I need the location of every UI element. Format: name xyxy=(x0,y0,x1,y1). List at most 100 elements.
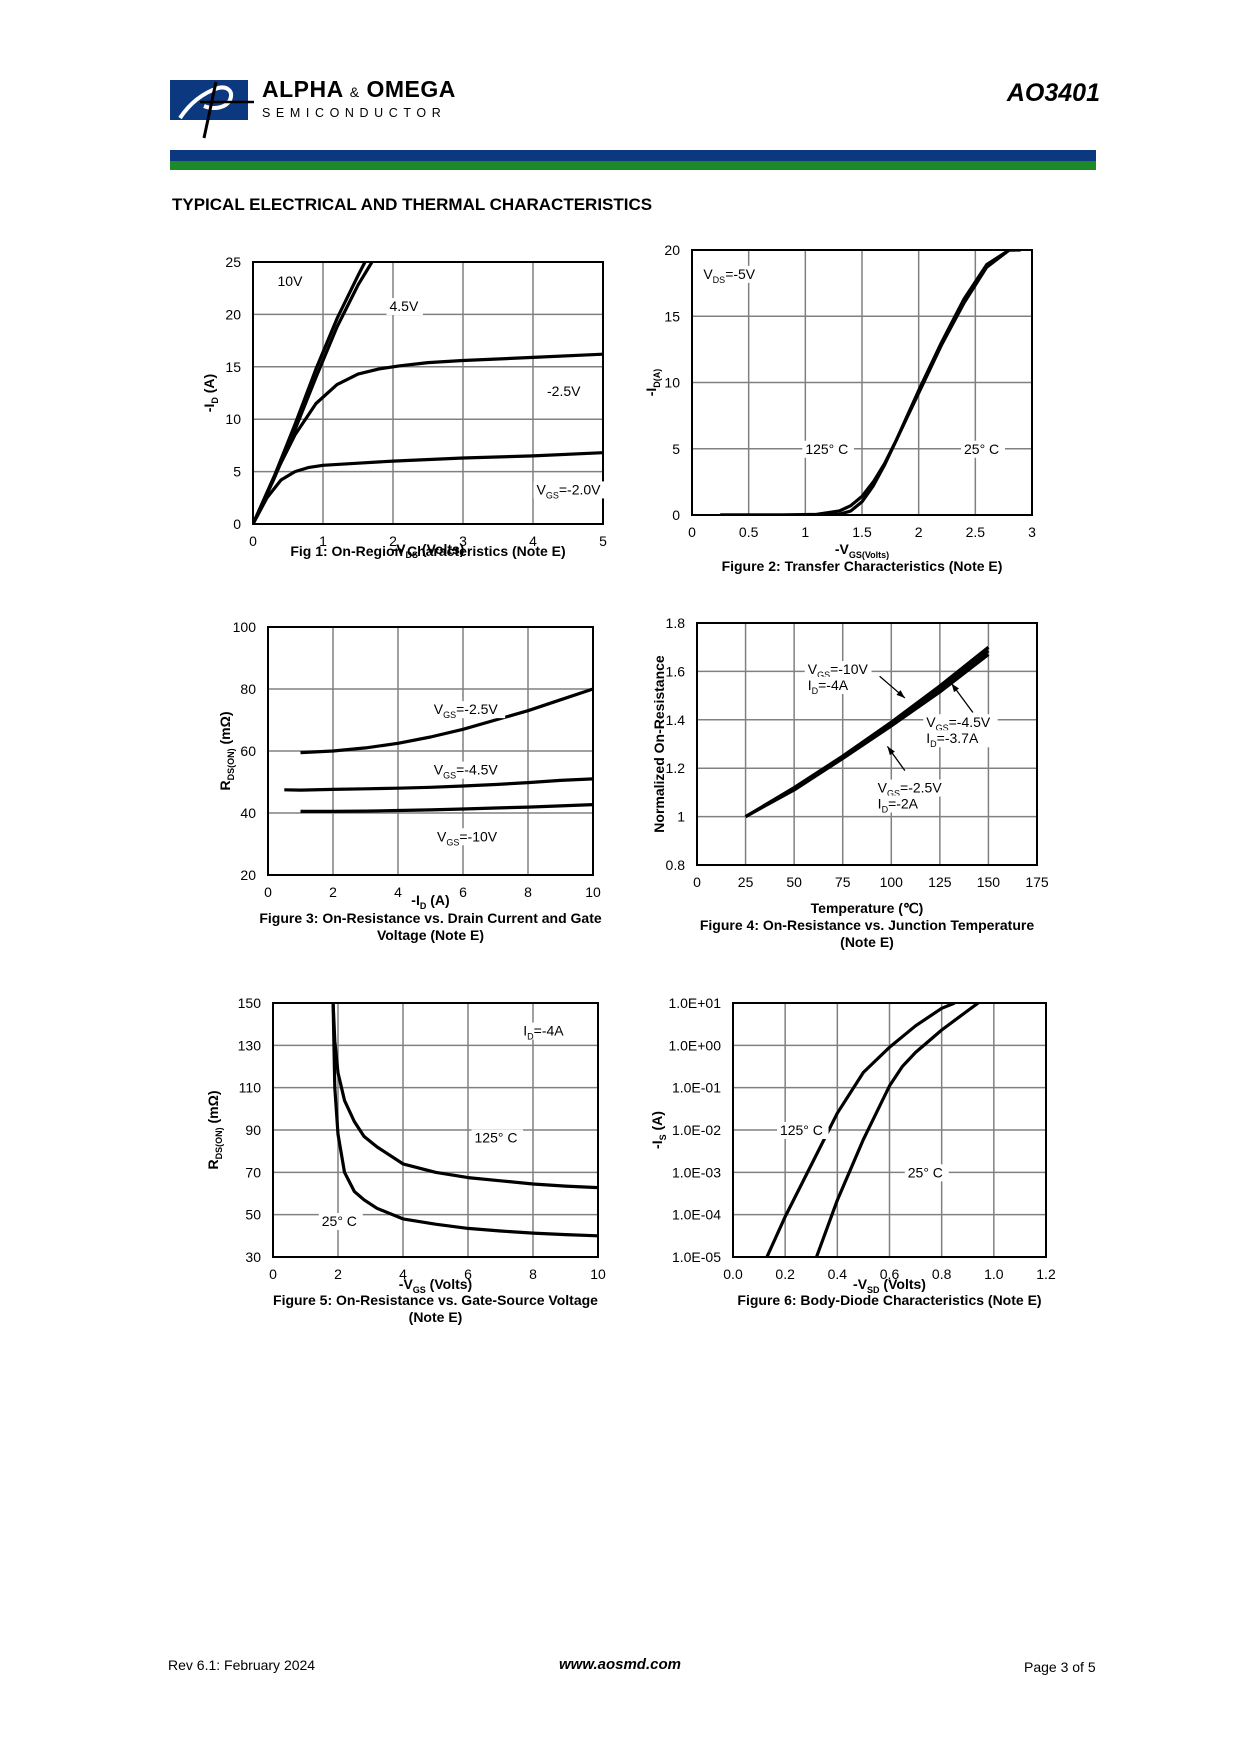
y-tick-label: 1.0E-03 xyxy=(672,1164,721,1180)
x-tick-label: 0.2 xyxy=(775,1266,795,1282)
x-tick-label: 2 xyxy=(389,533,397,549)
x-tick-label: 175 xyxy=(1025,874,1049,890)
brand-subtitle: SEMICONDUCTOR xyxy=(262,106,447,120)
label-background xyxy=(804,676,857,694)
y-tick-label: 0 xyxy=(672,507,680,523)
footer-revision: Rev 6.1: February 2024 xyxy=(168,1657,316,1673)
label-background xyxy=(802,440,854,458)
y-axis-label: -IS (A) xyxy=(649,1111,668,1149)
series-label: VGS=-2.0V xyxy=(537,481,602,500)
y-axis-label: Normalized On-Resistance xyxy=(651,655,667,833)
y-tick-label: 10 xyxy=(225,411,241,427)
y-tick-label: 80 xyxy=(240,681,256,697)
y-tick-label: 1.2 xyxy=(666,760,686,776)
arrow-head xyxy=(896,690,905,699)
footer-website-link[interactable]: www.aosmd.com xyxy=(559,1656,681,1673)
series-label: VDS=-5V xyxy=(703,266,755,285)
label-background xyxy=(874,779,950,797)
label-background xyxy=(386,298,423,316)
plot-frame xyxy=(272,1002,599,1258)
plot-frame xyxy=(691,249,1033,516)
figure-caption: (Note E) xyxy=(409,1309,463,1325)
plot-frame xyxy=(696,622,1038,866)
series-label: VGS=-4.5V xyxy=(434,762,499,781)
y-tick-label: 5 xyxy=(233,464,241,480)
figure-caption: (Note E) xyxy=(840,934,894,950)
series-label: 125° C xyxy=(475,1129,518,1145)
series-line xyxy=(284,777,593,792)
y-tick-label: 5 xyxy=(672,441,680,457)
series-line xyxy=(253,352,603,524)
y-tick-label: 0.8 xyxy=(666,857,686,873)
x-tick-label: 125 xyxy=(928,874,952,890)
label-background xyxy=(274,272,304,290)
x-tick-label: 150 xyxy=(977,874,1001,890)
y-tick-label: 1.0E-02 xyxy=(672,1122,721,1138)
x-tick-label: 2 xyxy=(334,1266,342,1282)
y-tick-label: 1.8 xyxy=(666,615,686,631)
header-band-blue xyxy=(170,150,1096,161)
x-tick-label: 75 xyxy=(835,874,851,890)
series-label: ID=-3.7A xyxy=(926,730,979,749)
x-tick-label: 1.0 xyxy=(984,1266,1004,1282)
x-tick-label: 1.5 xyxy=(852,524,872,540)
x-tick-label: 50 xyxy=(786,874,802,890)
x-axis-label: -VSD (Volts) xyxy=(853,1276,926,1295)
x-tick-label: 0 xyxy=(693,874,701,890)
series-line xyxy=(253,451,603,524)
y-tick-label: 20 xyxy=(225,306,241,322)
series-label: 125° C xyxy=(780,1122,823,1138)
series-label: ID=-2A xyxy=(878,796,919,815)
y-tick-label: 1.0E-01 xyxy=(672,1080,721,1096)
y-tick-label: 1.0E+00 xyxy=(668,1037,721,1053)
x-tick-label: 0.5 xyxy=(739,524,759,540)
x-tick-label: 6 xyxy=(464,1266,472,1282)
header-band-green xyxy=(170,161,1096,170)
part-number: AO3401 xyxy=(1006,79,1100,107)
y-tick-label: 10 xyxy=(664,375,680,391)
figure-caption: Voltage (Note E) xyxy=(377,927,484,943)
x-tick-label: 2.5 xyxy=(966,524,986,540)
x-tick-label: 3 xyxy=(1028,524,1036,540)
y-tick-label: 1.0E-04 xyxy=(672,1207,721,1223)
series-line xyxy=(300,803,593,813)
x-tick-label: 2 xyxy=(329,884,337,900)
label-background xyxy=(430,761,506,779)
x-tick-label: 0 xyxy=(269,1266,277,1282)
series-line xyxy=(300,687,593,755)
y-tick-label: 0 xyxy=(233,516,241,532)
y-tick-label: 15 xyxy=(225,359,241,375)
y-axis-label: -ID (A) xyxy=(201,374,220,412)
series-line xyxy=(331,1003,598,1190)
series-label: ID=-4A xyxy=(523,1023,564,1042)
series-label: 10V xyxy=(278,273,304,289)
series-label: VGS=-2.5V xyxy=(878,780,943,799)
x-tick-label: 8 xyxy=(524,884,532,900)
x-tick-label: 4 xyxy=(529,533,537,549)
label-background xyxy=(904,1164,949,1182)
series-label: 25° C xyxy=(908,1164,943,1180)
x-axis-label: -ID (A) xyxy=(411,892,449,911)
arrow-head xyxy=(887,746,895,756)
x-tick-label: 100 xyxy=(880,874,904,890)
series-label: 25° C xyxy=(322,1213,357,1229)
plot-frame xyxy=(732,1002,1047,1258)
series-label: 4.5V xyxy=(390,298,419,314)
x-tick-label: 5 xyxy=(599,533,607,549)
y-axis-label: -ID(A) xyxy=(643,369,662,397)
series-line xyxy=(765,1003,956,1257)
fig1-on-region-chart: 0 1 2 3 4 5 0 5 10 15 20 25 10V 4.5V -2.5V VGS=-2.0V -VD… xyxy=(201,254,608,560)
y-tick-label: 1.0E+01 xyxy=(668,995,721,1011)
label-background xyxy=(471,1129,524,1147)
arrow-head xyxy=(951,683,960,693)
figure-caption: Figure 2: Transfer Characteristics (Note… xyxy=(722,558,1003,574)
y-axis-label: RDS(ON) (mΩ) xyxy=(217,711,236,790)
figure-caption: Figure 3: On-Resistance vs. Drain Curren… xyxy=(259,910,602,926)
plot-frame xyxy=(267,626,594,876)
series-line xyxy=(744,645,990,818)
label-background xyxy=(700,265,760,283)
x-axis-label: -VGS(Volts) xyxy=(835,541,889,560)
y-tick-label: 110 xyxy=(239,1080,262,1096)
label-background xyxy=(430,701,506,719)
figure-caption: Figure 6: Body-Diode Characteristics (No… xyxy=(737,1292,1041,1308)
